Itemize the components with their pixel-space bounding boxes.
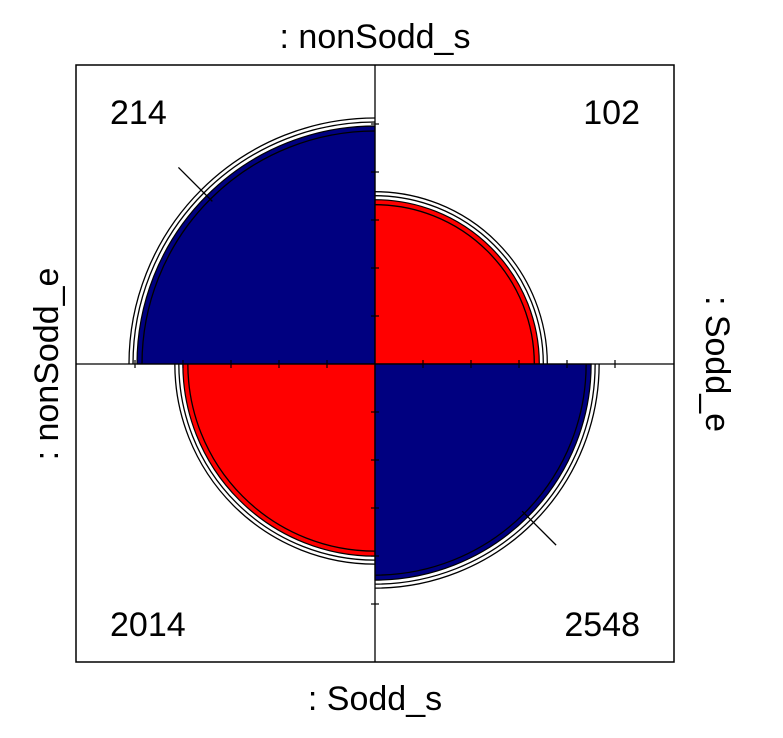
confidence-ring-top-right-1 — [374, 204, 535, 365]
count-bottom-right: 2548 — [564, 606, 640, 644]
count-top-right: 102 — [583, 94, 640, 132]
confidence-ring-bottom-left-3 — [174, 363, 376, 565]
odds-ratio-tick-top-left — [177, 166, 213, 202]
top-label: : nonSodd_s — [280, 18, 471, 56]
confidence-ring-bottom-left-1 — [187, 363, 376, 552]
bottom-label: : Sodd_s — [308, 680, 442, 718]
wedge-top-left — [136, 125, 376, 365]
wedge-top-right — [374, 199, 540, 365]
confidence-ring-bottom-left-2 — [178, 363, 376, 561]
right-label: : Sodd_e — [698, 296, 736, 432]
odds-ratio-tick-bottom-right — [521, 510, 557, 546]
left-label: : nonSodd_e — [28, 268, 66, 461]
confidence-ring-top-right-3 — [374, 191, 548, 365]
axis-ticks — [134, 123, 616, 605]
confidence-rings — [128, 117, 600, 589]
odds-ratio-ticks — [177, 166, 557, 546]
confidence-ring-top-right-2 — [374, 195, 544, 365]
wedge-bottom-left — [182, 363, 376, 557]
count-bottom-left: 2014 — [110, 606, 186, 644]
quadrant-wedges — [136, 125, 592, 581]
count-top-left: 214 — [110, 94, 167, 132]
wedge-bottom-right — [374, 363, 592, 581]
